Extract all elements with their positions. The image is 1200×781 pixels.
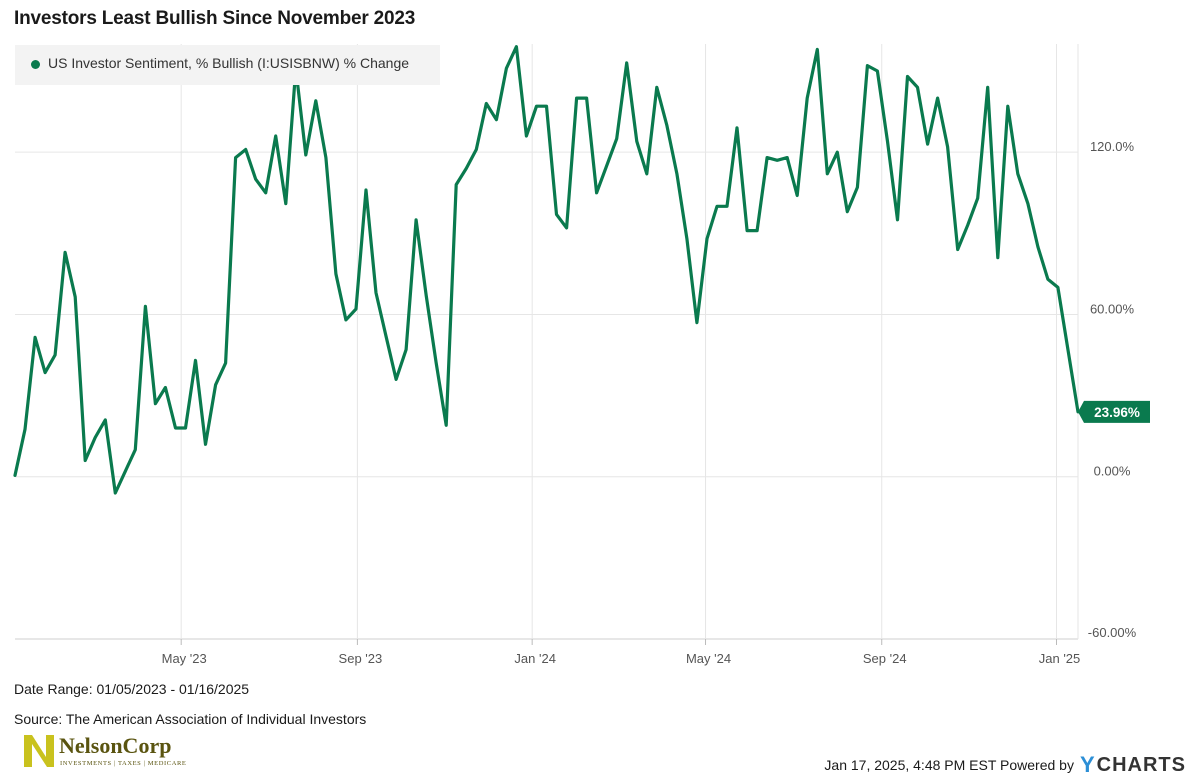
last-value-label: 23.96% — [1094, 405, 1140, 420]
legend-marker — [31, 60, 40, 69]
timestamp-attribution: Jan 17, 2025, 4:48 PM EST Powered by Y C… — [824, 752, 1186, 778]
x-tick-label: Sep '23 — [339, 651, 383, 666]
logo-tagline: INVESTMENTS | TAXES | MEDICARE — [60, 760, 187, 767]
logo-wordmark: NelsonCorp — [59, 733, 172, 758]
last-value-badge — [1078, 400, 1150, 423]
date-range: Date Range: 01/05/2023 - 01/16/2025 — [14, 681, 250, 697]
y-tick-label: 120.0% — [1090, 139, 1135, 154]
timestamp: Jan 17, 2025, 4:48 PM EST Powered by — [824, 757, 1074, 773]
x-tick-label: Jan '25 — [1039, 651, 1081, 666]
source-note: Source: The American Association of Indi… — [14, 711, 367, 727]
y-tick-label: -60.00% — [1088, 625, 1137, 640]
ycharts-logo[interactable]: Y CHARTS — [1080, 752, 1186, 778]
ycharts-y-icon: Y — [1079, 752, 1096, 777]
x-tick-label: Jan '24 — [514, 651, 556, 666]
nelsoncorp-logo: NelsonCorp INVESTMENTS | TAXES | MEDICAR… — [22, 731, 186, 771]
chart-title: Investors Least Bullish Since November 2… — [14, 8, 416, 29]
series-line — [13, 45, 1080, 495]
x-tick-label: May '23 — [162, 651, 207, 666]
y-tick-label: 60.00% — [1090, 301, 1135, 316]
nelsoncorp-n-icon — [24, 735, 54, 767]
x-tick-label: May '24 — [686, 651, 731, 666]
ycharts-wordmark: CHARTS — [1096, 753, 1186, 776]
legend[interactable]: US Investor Sentiment, % Bullish (I:USIS… — [15, 45, 440, 85]
y-tick-label: 0.00% — [1094, 464, 1131, 479]
x-tick-label: Sep '24 — [863, 651, 907, 666]
legend-label: US Investor Sentiment, % Bullish (I:USIS… — [48, 55, 410, 71]
